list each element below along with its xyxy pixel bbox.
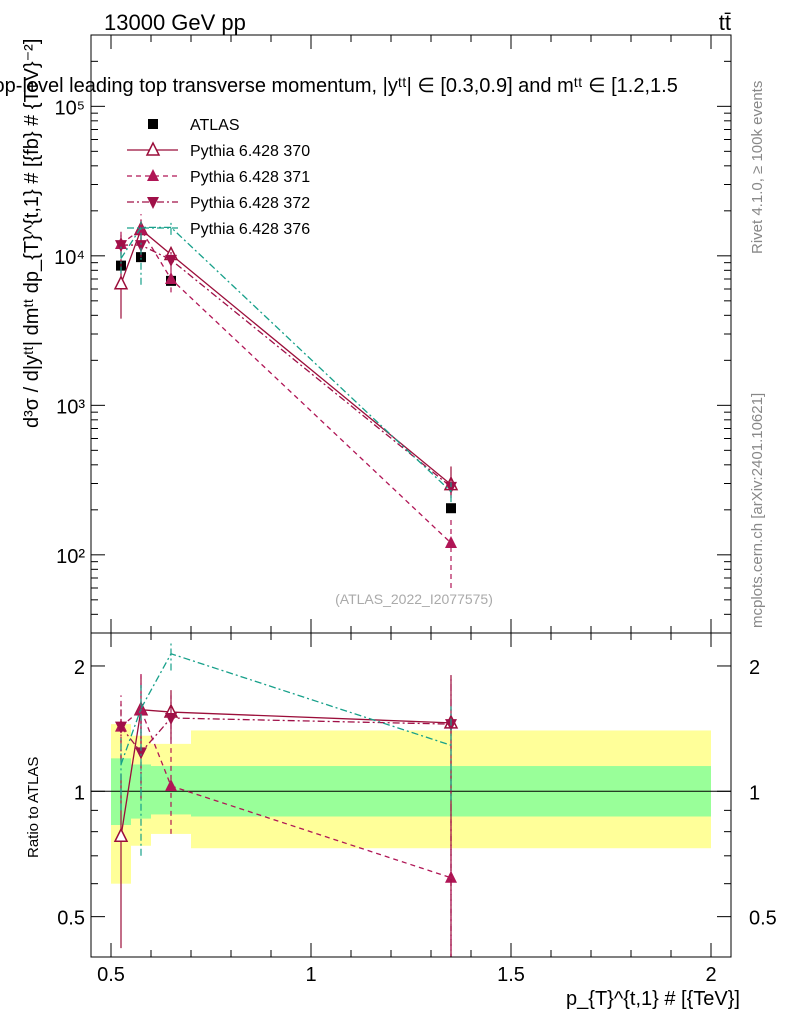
analysis-watermark: (ATLAS_2022_I2077575) — [335, 591, 493, 607]
process-label: tt̄ — [719, 10, 731, 35]
ratio-data-point — [113, 827, 129, 842]
ratio-data-point — [165, 778, 177, 791]
ratio-y-tick-label: 0.5 — [57, 908, 85, 930]
rivet-version-label: Rivet 4.1.0, ≥ 100k events — [749, 81, 766, 254]
data-point — [446, 503, 456, 514]
series-2 — [115, 214, 457, 588]
legend-label: Pythia 6.428 371 — [190, 169, 310, 186]
ratio-y-tick-label: 2 — [74, 657, 85, 679]
legend-marker — [145, 141, 161, 156]
legend-label: ATLAS — [190, 117, 240, 134]
data-point — [445, 535, 457, 548]
data-point — [113, 275, 129, 290]
legend-marker — [147, 197, 159, 209]
y-tick-label: 10⁵ — [54, 97, 85, 119]
main-frame — [90, 34, 732, 634]
ratio-series-line — [120, 652, 452, 765]
ratio-data-point — [115, 721, 127, 734]
ratio-frame — [90, 632, 732, 958]
main-panel: 10² 10³ 10⁴ 10⁵ ATLAS Pythia 6.428 370 Pythia… — [21, 34, 732, 634]
ratio-series-line — [120, 709, 452, 837]
energy-label: 13000 GeV pp — [104, 10, 246, 35]
ratio-series-line — [120, 717, 452, 754]
series-line — [120, 228, 452, 544]
ratio-data-point — [135, 747, 147, 760]
ratio-y-tick-label-right: 1 — [749, 782, 760, 804]
main-plot-area — [113, 214, 459, 588]
x-tick-label: 1 — [305, 964, 316, 986]
y-tick-label: 10² — [56, 546, 85, 568]
x-tick-label: 2 — [705, 964, 716, 986]
ratio-data-point — [165, 712, 177, 725]
ratio-y-tick-label-right: 0.5 — [749, 908, 777, 930]
ratio-plot-area — [91, 640, 731, 957]
legend-marker — [147, 169, 159, 181]
x-tick-label: 0.5 — [97, 964, 125, 986]
legend-label: Pythia 6.428 372 — [190, 195, 310, 212]
main-axes: 10² 10³ 10⁴ 10⁵ — [54, 34, 731, 634]
data-point — [445, 481, 457, 494]
mcplots-label: mcplots.cern.ch [arXiv:2401.10621] — [749, 393, 766, 628]
series-line — [120, 228, 452, 486]
ratio-series-1 — [115, 670, 457, 957]
legend-marker — [148, 119, 158, 129]
y-tick-label: 10⁴ — [54, 247, 85, 269]
ratio-series-3 — [120, 640, 452, 856]
series-3 — [115, 235, 457, 498]
ratio-panel: 0.5 0.5 1 1 2 2 0.5 1 1.5 2 Ratio to ATLAS p_{T}^… — [25, 632, 777, 1010]
data-point — [135, 240, 147, 253]
legend: ATLAS Pythia 6.428 370 Pythia 6.428 371 Pyt… — [127, 117, 310, 238]
ratio-y-axis-label: Ratio to ATLAS — [25, 757, 42, 858]
data-point — [165, 271, 177, 284]
y-tick-label: 10³ — [56, 396, 85, 418]
plot-title: top-level leading top transverse momentu… — [0, 75, 678, 97]
ratio-y-tick-label: 1 — [74, 782, 85, 804]
series-0 — [116, 252, 456, 514]
series-4 — [120, 220, 452, 503]
ratio-y-tick-label-right: 2 — [749, 657, 760, 679]
ratio-series-2 — [115, 675, 457, 957]
series-line — [120, 226, 452, 493]
series-1 — [113, 219, 459, 496]
ratio-data-point — [445, 870, 457, 883]
legend-label: Pythia 6.428 376 — [190, 221, 310, 238]
ratio-series-line — [120, 708, 452, 879]
legend-label: Pythia 6.428 370 — [190, 143, 310, 160]
x-tick-label: 1.5 — [497, 964, 525, 986]
ratio-data-point — [135, 702, 147, 715]
x-axis-label: p_{T}^{t,1} # [{TeV}] — [566, 988, 740, 1010]
y-axis-label: d³σ / d|yᵗᵗ| dmᵗᵗ dp_{T}^{t,1} # [{fb} #… — [21, 39, 43, 428]
data-point — [165, 254, 177, 267]
ratio-axes: 0.5 0.5 1 1 2 2 0.5 1 1.5 2 — [57, 633, 777, 986]
series-line — [121, 244, 452, 488]
data-point — [115, 240, 127, 253]
